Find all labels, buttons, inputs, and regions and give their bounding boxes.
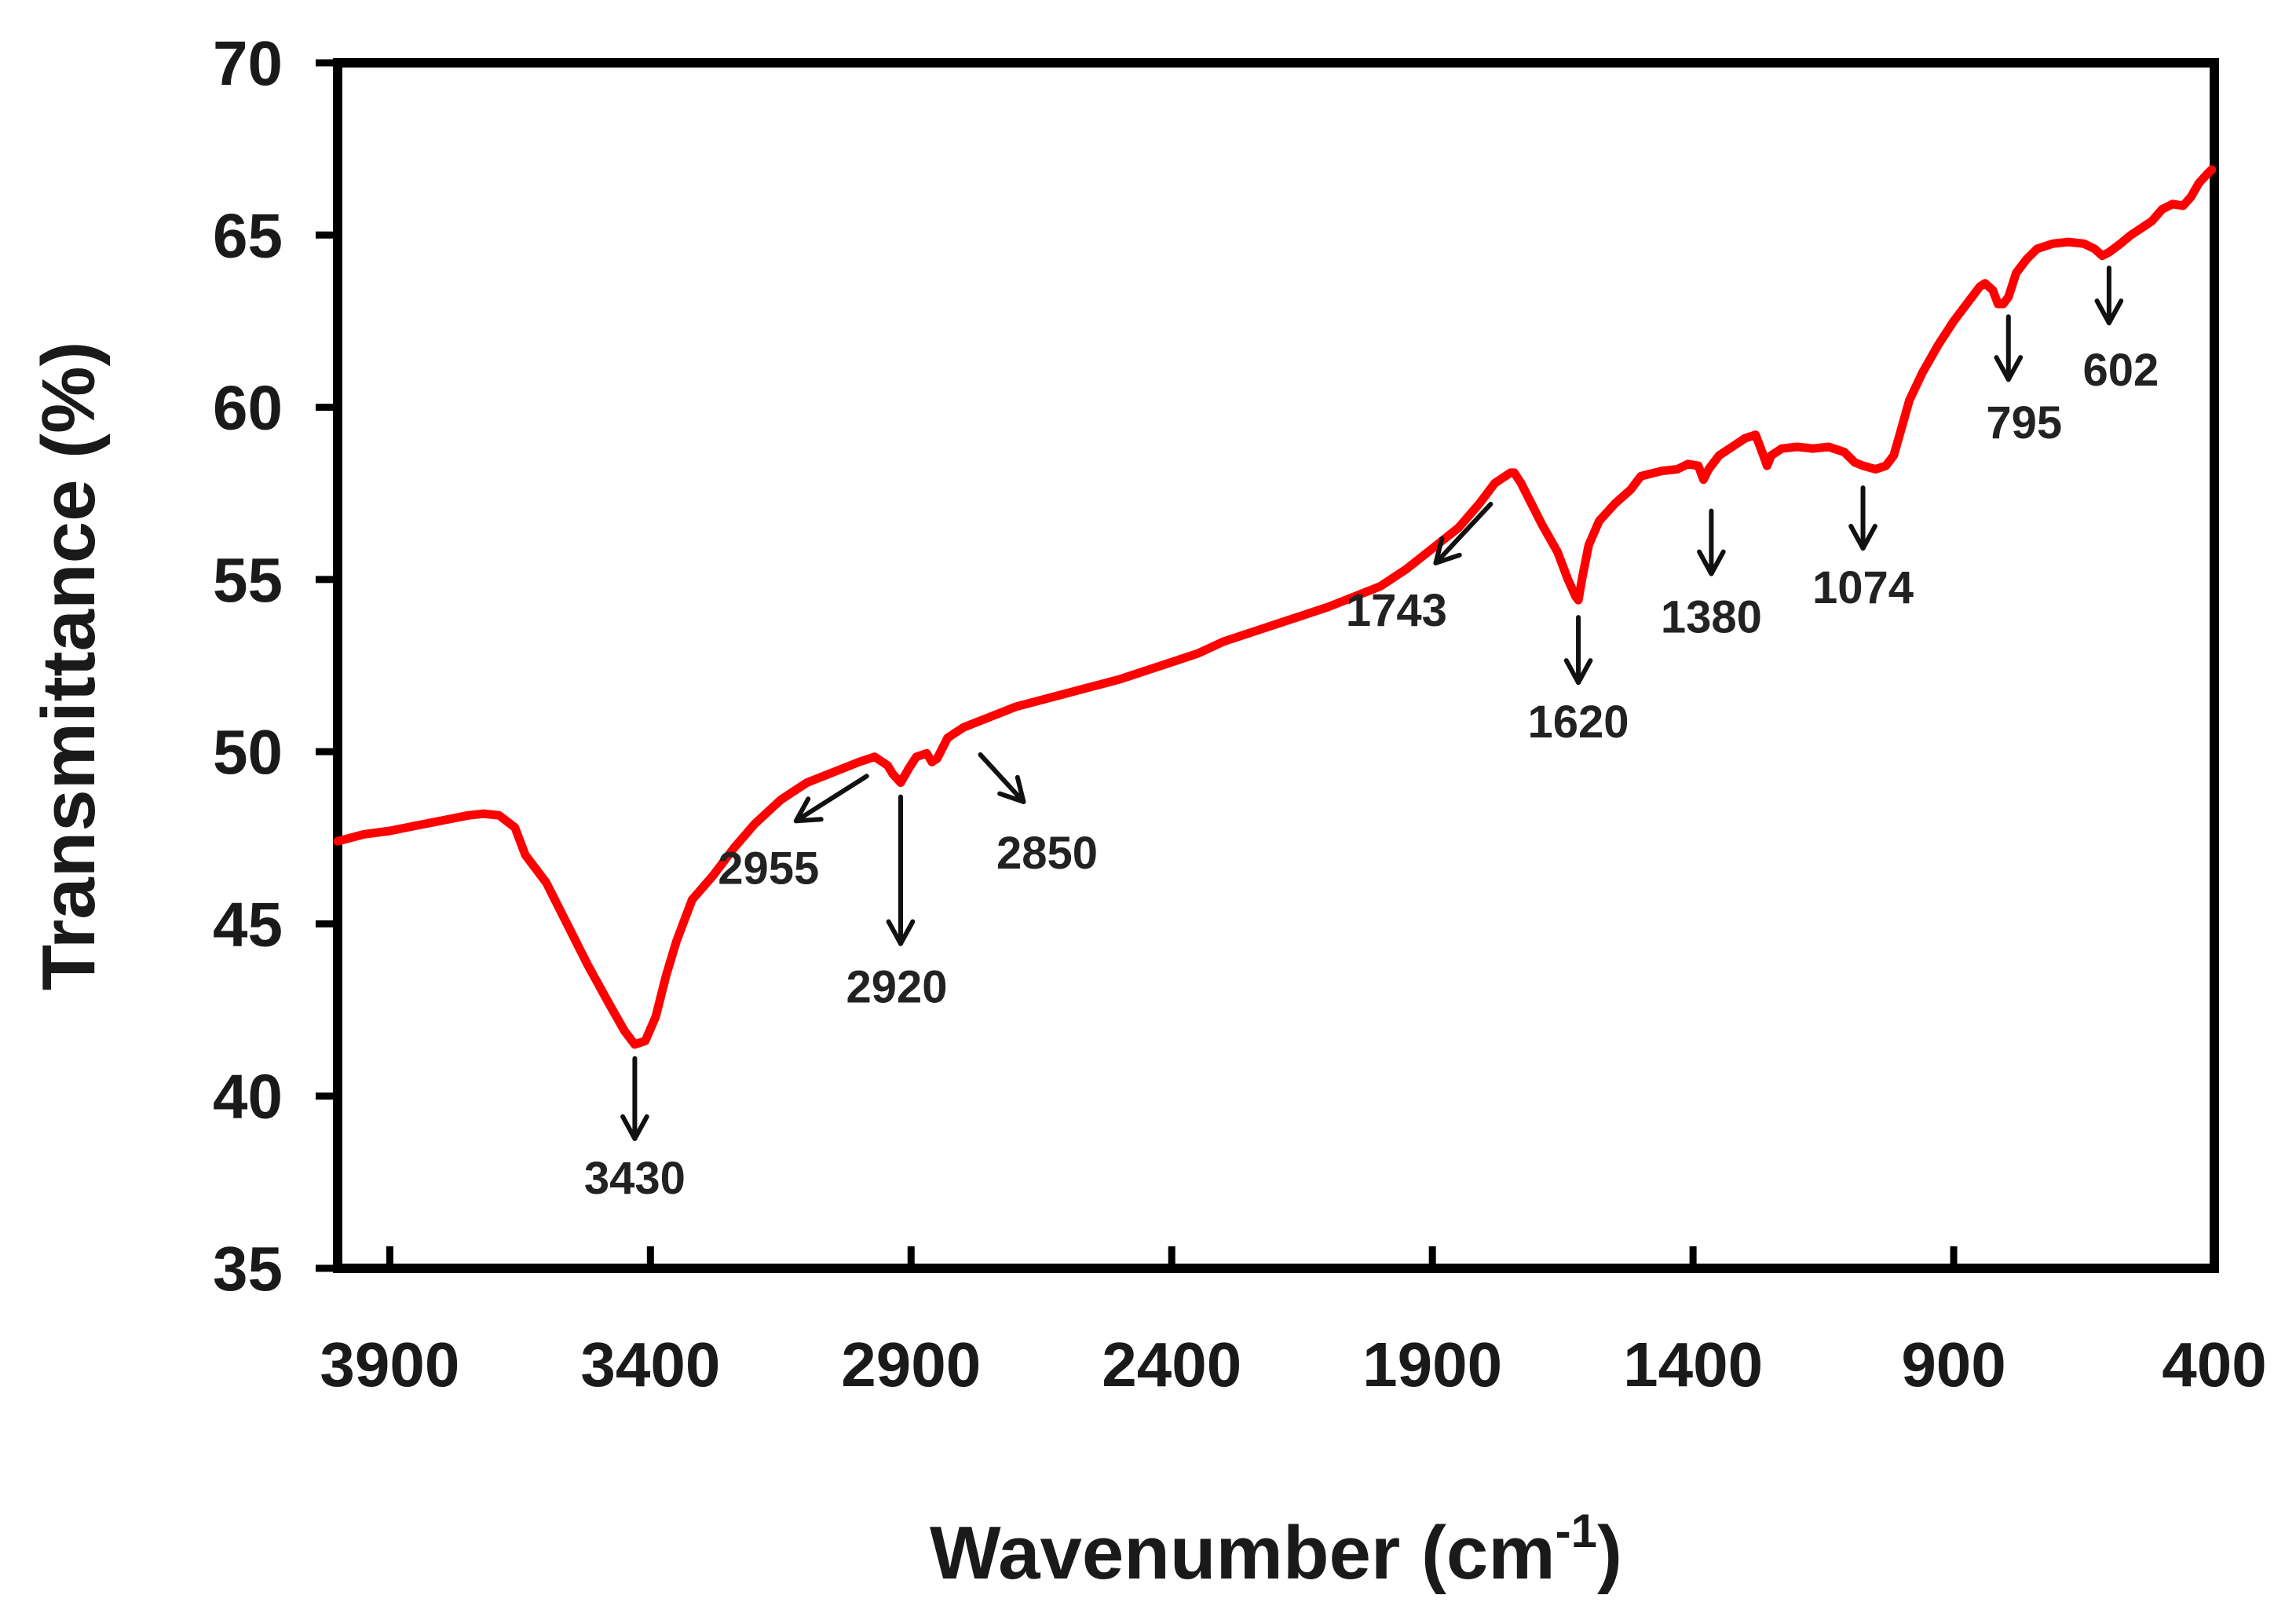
x-tick-label-400: 400 [2162,1330,2266,1399]
annotation-arrowhead-602 [2094,298,2124,326]
annotation-arrowhead-795 [1994,355,2024,382]
annotation-arrowhead-1743 [1433,536,1462,565]
x-tick-label-2900: 2900 [841,1330,981,1399]
annotation-1074: 1074 [1812,485,1914,613]
y-tick-label-55: 55 [213,545,283,615]
x-axis-title: Wavenumber (cm-1) [930,1505,1622,1595]
annotation-label-795: 795 [1986,397,2062,448]
y-tick-label-35: 35 [213,1234,283,1304]
y-tick-label-40: 40 [213,1062,283,1132]
annotation-label-3430: 3430 [584,1153,686,1204]
annotation-label-1074: 1074 [1812,562,1914,613]
annotation-arrow-2850 [978,752,1026,804]
y-tick-label-70: 70 [213,28,283,98]
axis-ticks [316,59,2218,1272]
annotation-arrowhead-1074 [1848,524,1877,551]
annotation-label-2850: 2850 [996,828,1098,879]
peak-annotations: 3430 2955 2920 2850 1743 1620 1380 1074 795 602 [584,265,2159,1204]
annotation-1620: 1620 [1528,615,1629,748]
annotation-2920: 2920 [846,794,948,1013]
plot-frame [333,58,2219,1273]
y-tick-label-65: 65 [213,200,283,270]
y-tick-label-60: 60 [213,373,283,443]
x-axis-title-close: ) [1597,1511,1622,1595]
annotation-arrowhead-3430 [620,1114,649,1141]
y-axis-title: Transmittance (%) [27,342,111,991]
x-tick-label-3400: 3400 [580,1330,720,1399]
x-tick-label-900: 900 [1901,1330,2005,1399]
x-axis-title-main: Wavenumber (cm [930,1511,1556,1595]
annotation-label-1380: 1380 [1661,592,1762,643]
y-tick-label-50: 50 [213,717,283,787]
annotation-1743: 1743 [1346,501,1493,636]
annotation-arrowhead-1380 [1697,549,1726,576]
annotation-1380: 1380 [1661,508,1762,643]
x-tick-label-1400: 1400 [1623,1330,1763,1399]
x-axis-title-superscript: -1 [1556,1505,1597,1557]
x-tick-label-2400: 2400 [1102,1330,1241,1399]
annotation-arrowhead-2850 [997,774,1026,804]
annotation-label-2955: 2955 [718,843,819,894]
annotation-602: 602 [2083,265,2159,396]
x-tick-label-1900: 1900 [1362,1330,1502,1399]
annotation-2850: 2850 [978,752,1098,879]
annotation-label-2920: 2920 [846,962,947,1013]
annotation-label-602: 602 [2083,345,2159,396]
axis-tick-labels: 3900 3400 2900 2400 1900 1400 900 400 35 40 45 50 55… [213,28,2267,1399]
transmittance-series-line [333,165,2217,1049]
annotation-arrow-1743 [1433,501,1493,565]
annotation-arrow-2955 [793,774,869,824]
annotation-arrowhead-2955 [793,796,824,824]
annotation-3430: 3430 [584,1055,686,1204]
y-tick-label-45: 45 [213,889,283,959]
annotation-label-1743: 1743 [1346,585,1447,636]
annotation-2955: 2955 [718,774,869,894]
x-tick-label-3900: 3900 [320,1330,459,1399]
annotation-label-1620: 1620 [1528,697,1629,748]
annotation-arrowhead-1620 [1563,658,1593,686]
annotation-arrowhead-2920 [886,919,916,946]
annotation-795: 795 [1986,314,2062,448]
